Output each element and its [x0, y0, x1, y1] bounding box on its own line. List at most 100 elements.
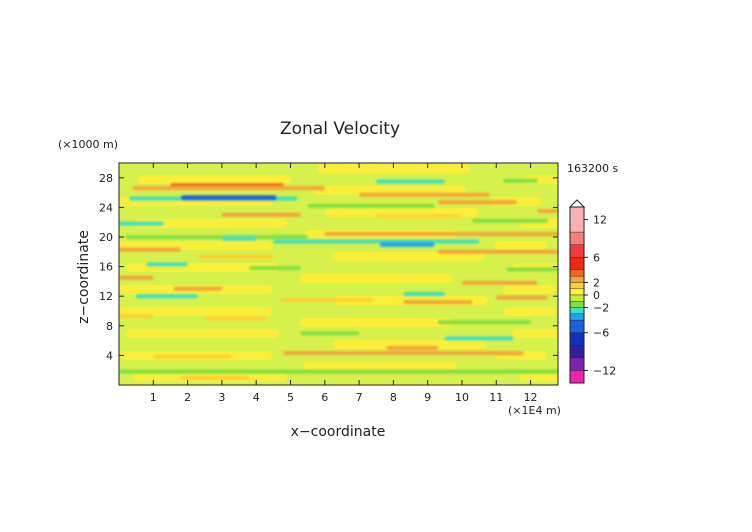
- velocity-band: [119, 221, 164, 226]
- y-tick-label: 24: [99, 201, 113, 214]
- field-strip: [299, 318, 453, 327]
- velocity-band: [403, 300, 473, 305]
- colorbar-level: [569, 288, 585, 296]
- chart-title: Zonal Velocity: [280, 119, 400, 139]
- y-tick-label: 20: [99, 231, 113, 244]
- velocity-band: [359, 192, 490, 197]
- colorbar-level: [569, 269, 585, 277]
- velocity-band: [437, 200, 517, 205]
- colorbar-level: [569, 357, 585, 371]
- velocity-band: [180, 195, 277, 201]
- colorbar-top-arrow: [568, 199, 586, 208]
- time-stamp-label: 163200 s: [567, 162, 618, 175]
- velocity-band: [472, 218, 548, 223]
- colorbar-tick-label: 0: [593, 289, 600, 302]
- colorbar-level: [569, 206, 585, 233]
- velocity-band: [307, 203, 435, 208]
- x-tick-label: 5: [287, 391, 294, 404]
- colorbar-level: [569, 313, 585, 321]
- x-tick-label: 11: [489, 391, 503, 404]
- field-strip: [332, 340, 487, 349]
- velocity-band: [379, 241, 435, 247]
- velocity-band: [437, 320, 531, 325]
- velocity-band: [461, 280, 538, 285]
- field-strip: [125, 329, 280, 338]
- y-tick-label: 16: [99, 261, 113, 274]
- colorbar-level: [569, 282, 585, 289]
- x-tick-label: 9: [424, 391, 431, 404]
- y-tick-label: 28: [99, 172, 113, 185]
- x-tick-label: 7: [356, 391, 363, 404]
- x-tick-label: 8: [390, 391, 397, 404]
- x-tick-label: 1: [150, 391, 157, 404]
- colorbar-level: [569, 257, 585, 271]
- y-tick-label: 4: [106, 349, 113, 362]
- y-tick-label: 8: [106, 320, 113, 333]
- colorbar-level: [569, 370, 585, 384]
- velocity-band: [376, 214, 462, 219]
- velocity-band: [197, 254, 274, 259]
- colorbar-tick-label: −12: [593, 364, 616, 377]
- x-tick-label: 10: [455, 391, 469, 404]
- velocity-band: [119, 314, 154, 319]
- velocity-band: [119, 247, 181, 252]
- field-strip: [519, 373, 558, 382]
- velocity-band: [437, 249, 558, 254]
- colorbar-tick-label: 2: [593, 276, 600, 289]
- colorbar-level: [569, 319, 585, 333]
- colorbar-tick-label: −2: [593, 302, 609, 315]
- velocity-band: [300, 331, 360, 336]
- x-tick-label: 6: [321, 391, 328, 404]
- colorbar-tick-label: −6: [593, 327, 609, 340]
- velocity-band: [324, 232, 558, 237]
- field-strip: [311, 186, 466, 195]
- x-tick-label: 4: [253, 391, 260, 404]
- velocity-band: [153, 354, 233, 359]
- colorbar: 12 6 20−2 −6 −12: [568, 199, 616, 384]
- field-strip: [119, 307, 273, 316]
- colorbar-level: [569, 244, 585, 258]
- colorbar-level: [569, 345, 585, 359]
- x-tick-label: 2: [184, 391, 191, 404]
- velocity-band: [136, 294, 198, 299]
- field-strip: [332, 252, 486, 261]
- field-strip: [299, 274, 453, 283]
- velocity-band: [119, 275, 154, 280]
- field-strip: [136, 175, 291, 184]
- velocity-band: [386, 346, 438, 350]
- x-tick-label: 3: [218, 391, 225, 404]
- velocity-band: [283, 351, 524, 356]
- velocity-band: [273, 239, 480, 244]
- velocity-band: [173, 286, 222, 291]
- colorbar-level: [569, 275, 585, 283]
- velocity-band: [403, 291, 445, 296]
- x-axis-unit: (×1E4 m): [508, 404, 561, 417]
- velocity-band: [506, 267, 558, 272]
- velocity-band: [221, 212, 301, 217]
- field-strip: [494, 241, 547, 250]
- colorbar-level: [569, 307, 585, 315]
- velocity-band: [132, 186, 325, 191]
- velocity-band: [180, 375, 250, 380]
- velocity-band: [119, 369, 558, 374]
- velocity-band: [204, 316, 267, 321]
- colorbar-level: [569, 301, 585, 308]
- velocity-band: [376, 179, 445, 184]
- colorbar-level: [569, 294, 585, 302]
- y-axis-unit: (×1000 m): [58, 138, 118, 151]
- velocity-band: [444, 336, 514, 341]
- y-tick-label: 12: [99, 290, 113, 303]
- field-strip: [303, 362, 458, 371]
- x-tick-label: 12: [524, 391, 538, 404]
- velocity-band: [221, 236, 257, 241]
- velocity-band: [146, 262, 188, 267]
- colorbar-level: [569, 332, 585, 346]
- x-axis-label: x−coordinate: [291, 424, 386, 440]
- velocity-band: [537, 209, 558, 214]
- colorbar-level: [569, 231, 585, 245]
- field-strip: [503, 307, 557, 316]
- velocity-band: [280, 297, 373, 302]
- velocity-band: [125, 235, 308, 239]
- colorbar-tick-label: 6: [593, 251, 600, 264]
